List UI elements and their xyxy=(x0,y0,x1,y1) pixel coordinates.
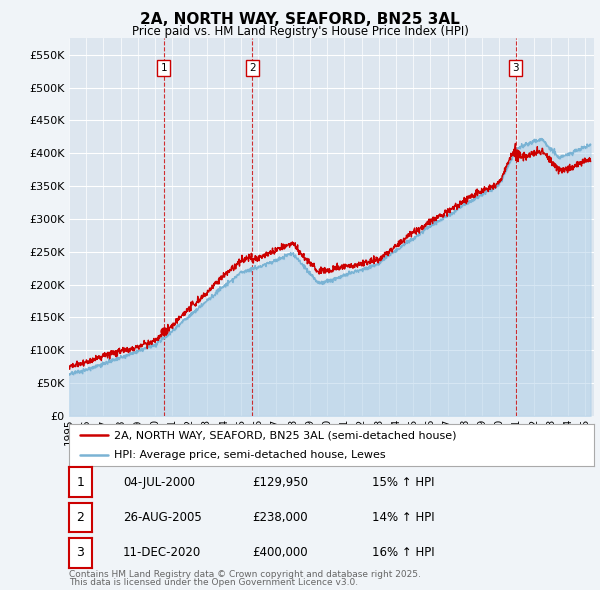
Text: 1: 1 xyxy=(160,63,167,73)
Text: 16% ↑ HPI: 16% ↑ HPI xyxy=(372,546,434,559)
Text: 1: 1 xyxy=(76,476,85,489)
Text: 14% ↑ HPI: 14% ↑ HPI xyxy=(372,511,434,524)
Text: This data is licensed under the Open Government Licence v3.0.: This data is licensed under the Open Gov… xyxy=(69,578,358,587)
Text: £129,950: £129,950 xyxy=(252,476,308,489)
Text: £400,000: £400,000 xyxy=(252,546,308,559)
Text: 26-AUG-2005: 26-AUG-2005 xyxy=(123,511,202,524)
Text: 2: 2 xyxy=(249,63,256,73)
Text: 2A, NORTH WAY, SEAFORD, BN25 3AL: 2A, NORTH WAY, SEAFORD, BN25 3AL xyxy=(140,12,460,27)
Text: 2A, NORTH WAY, SEAFORD, BN25 3AL (semi-detached house): 2A, NORTH WAY, SEAFORD, BN25 3AL (semi-d… xyxy=(113,430,456,440)
Text: 3: 3 xyxy=(76,546,85,559)
Text: £238,000: £238,000 xyxy=(252,511,308,524)
Text: 11-DEC-2020: 11-DEC-2020 xyxy=(123,546,201,559)
Text: HPI: Average price, semi-detached house, Lewes: HPI: Average price, semi-detached house,… xyxy=(113,450,385,460)
Text: 04-JUL-2000: 04-JUL-2000 xyxy=(123,476,195,489)
Text: Price paid vs. HM Land Registry's House Price Index (HPI): Price paid vs. HM Land Registry's House … xyxy=(131,25,469,38)
Text: 3: 3 xyxy=(512,63,519,73)
Text: Contains HM Land Registry data © Crown copyright and database right 2025.: Contains HM Land Registry data © Crown c… xyxy=(69,571,421,579)
Text: 2: 2 xyxy=(76,511,85,524)
Text: 15% ↑ HPI: 15% ↑ HPI xyxy=(372,476,434,489)
